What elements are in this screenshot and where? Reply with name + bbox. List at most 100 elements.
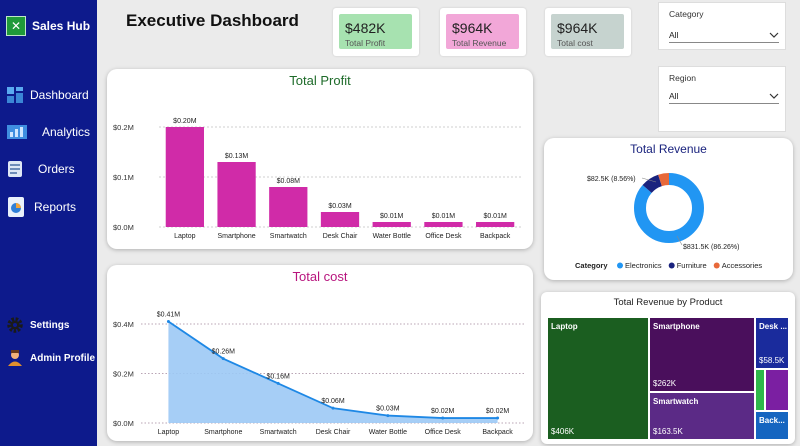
- kpi-cost-label: Total cost: [557, 38, 593, 48]
- treemap-cell-label: Smartwatch: [653, 397, 699, 406]
- total-cost-chart: $0.0M $0.2M $0.4M $0.41M Laptop $0.26M Smartph…: [113, 312, 525, 436]
- point-data-label: $0.41M: [157, 312, 181, 319]
- kpi-profit-fill: $482K Total Profit: [339, 14, 412, 49]
- legend-marker: [617, 262, 623, 269]
- bar: [165, 127, 204, 227]
- treemap-cell[interactable]: [765, 369, 789, 411]
- treemap: Laptop $406K Smartphone $262K Smartwatch $163…: [547, 317, 789, 440]
- point-data-label: $0.26M: [212, 349, 236, 356]
- kpi-profit-label: Total Profit: [345, 38, 386, 48]
- chevron-down-icon: [769, 93, 779, 99]
- treemap-cell-value: $163.5K: [653, 427, 683, 436]
- bar: [476, 222, 515, 227]
- legend-item: Electronics: [625, 261, 662, 270]
- x-tick-label: Backpack: [482, 429, 513, 436]
- data-point: [441, 416, 445, 420]
- treemap-cell-value: $406K: [551, 427, 575, 436]
- y-tick-label: $0.4M: [113, 320, 134, 329]
- treemap-cell-value: $58.5K: [759, 356, 785, 365]
- total-revenue-chart: $82.5K (8.56%) $831.5K (86.26%) Category El…: [575, 173, 763, 270]
- brand[interactable]: ✕ Sales Hub: [6, 16, 90, 36]
- app-name: Sales Hub: [32, 19, 91, 33]
- nav-item-orders[interactable]: Orders: [6, 160, 75, 178]
- nav-item-analytics[interactable]: Analytics: [6, 123, 90, 141]
- kpi-cost-fill: $964K Total cost: [551, 14, 624, 49]
- y-tick-label: $0.2M: [113, 123, 134, 132]
- bar: [372, 222, 411, 227]
- treemap-cell[interactable]: Laptop $406K: [547, 317, 649, 440]
- category-filter-label: Category: [669, 9, 704, 19]
- nav-item-settings[interactable]: Settings: [6, 316, 69, 334]
- data-point: [166, 320, 170, 324]
- total-profit-card: Total Profit $0.0M $0.1M $0.2M $0.20M Laptop…: [107, 69, 533, 249]
- kpi-cost-value: $964K: [557, 20, 598, 36]
- page-title: Executive Dashboard: [126, 11, 299, 30]
- orders-icon: [8, 161, 22, 177]
- x-tick-label: Desk Chair: [323, 233, 358, 240]
- bar-data-label: $0.08M: [277, 178, 301, 185]
- x-tick-label: Water Bottle: [369, 429, 407, 436]
- treemap-cell[interactable]: Smartphone $262K: [649, 317, 755, 392]
- category-filter: Category All: [658, 2, 786, 50]
- region-dropdown[interactable]: All: [669, 89, 779, 104]
- x-tick-label: Laptop: [174, 233, 196, 240]
- bar-data-label: $0.03M: [328, 203, 352, 210]
- y-tick-label: $0.0M: [113, 223, 134, 232]
- slice-label: $831.5K (86.26%): [683, 244, 739, 251]
- treemap-cell-label: Desk ...: [759, 322, 788, 331]
- nav-item-admin-profile[interactable]: Admin Profile: [6, 349, 95, 367]
- nav-label-analytics: Analytics: [42, 125, 91, 139]
- region-dropdown-value: All: [669, 91, 679, 101]
- analytics-icon: [7, 125, 27, 139]
- x-tick-label: Smartphone: [218, 233, 256, 240]
- legend-marker: [668, 262, 675, 269]
- data-point: [276, 381, 280, 385]
- nav-item-dashboard[interactable]: Dashboard: [6, 86, 89, 104]
- legend-title: Category: [575, 261, 608, 270]
- label-leader: [676, 235, 683, 246]
- point-data-label: $0.16M: [266, 373, 290, 380]
- x-tick-label: Smartwatch: [270, 233, 307, 240]
- area-fill: [168, 321, 498, 423]
- x-tick-label: Smartphone: [204, 429, 242, 436]
- total-cost-title: Total cost: [292, 269, 348, 284]
- treemap-cell[interactable]: Smartwatch $163.5K: [649, 392, 755, 440]
- treemap-title: Total Revenue by Product: [613, 297, 723, 308]
- treemap-cell-label: Smartphone: [653, 322, 700, 331]
- total-profit-title: Total Profit: [289, 73, 351, 88]
- bar-data-label: $0.01M: [483, 213, 507, 220]
- x-tick-label: Office Desk: [425, 429, 462, 436]
- treemap-cell-label: Laptop: [551, 322, 578, 331]
- kpi-revenue-label: Total Revenue: [452, 38, 507, 48]
- nav-label-settings: Settings: [30, 319, 70, 331]
- kpi-revenue-fill: $964K Total Revenue: [446, 14, 519, 49]
- nav-label-admin-profile: Admin Profile: [30, 352, 96, 364]
- bar: [320, 212, 360, 227]
- category-dropdown-value: All: [669, 30, 679, 40]
- y-tick-label: $0.2M: [113, 370, 134, 379]
- nav-item-reports[interactable]: Reports: [6, 196, 76, 218]
- data-point: [221, 357, 225, 361]
- revenue-by-product-card: Total Revenue by Product Laptop $406K Smar…: [541, 292, 795, 444]
- nav-label-orders: Orders: [38, 162, 75, 176]
- kpi-profit-value: $482K: [345, 20, 386, 36]
- legend-item: Accessories: [722, 261, 763, 270]
- treemap-cell[interactable]: [755, 369, 765, 411]
- app-logo-icon: ✕: [6, 16, 26, 36]
- kpi-card-total-revenue: $964K Total Revenue: [440, 8, 526, 56]
- x-tick-label: Water Bottle: [373, 233, 411, 240]
- slice-label: $82.5K (8.56%): [587, 176, 636, 183]
- treemap-cell[interactable]: Desk ... $58.5K: [755, 317, 789, 369]
- legend-marker: [713, 262, 720, 269]
- treemap-cell[interactable]: Back...: [755, 411, 789, 440]
- chevron-down-icon: [769, 32, 779, 38]
- region-filter: Region All: [658, 66, 786, 132]
- bar-data-label: $0.20M: [173, 118, 197, 125]
- x-tick-label: Smartwatch: [260, 429, 297, 436]
- x-tick-label: Laptop: [158, 429, 180, 436]
- category-dropdown[interactable]: All: [669, 28, 779, 43]
- sidebar: ✕ Sales Hub Dashboard Analytics Orders R…: [0, 0, 97, 446]
- admin-avatar-icon: [8, 350, 22, 366]
- total-cost-card: Total cost $0.0M $0.2M $0.4M $0.41M Laptop $0…: [107, 265, 533, 441]
- bar: [269, 187, 308, 227]
